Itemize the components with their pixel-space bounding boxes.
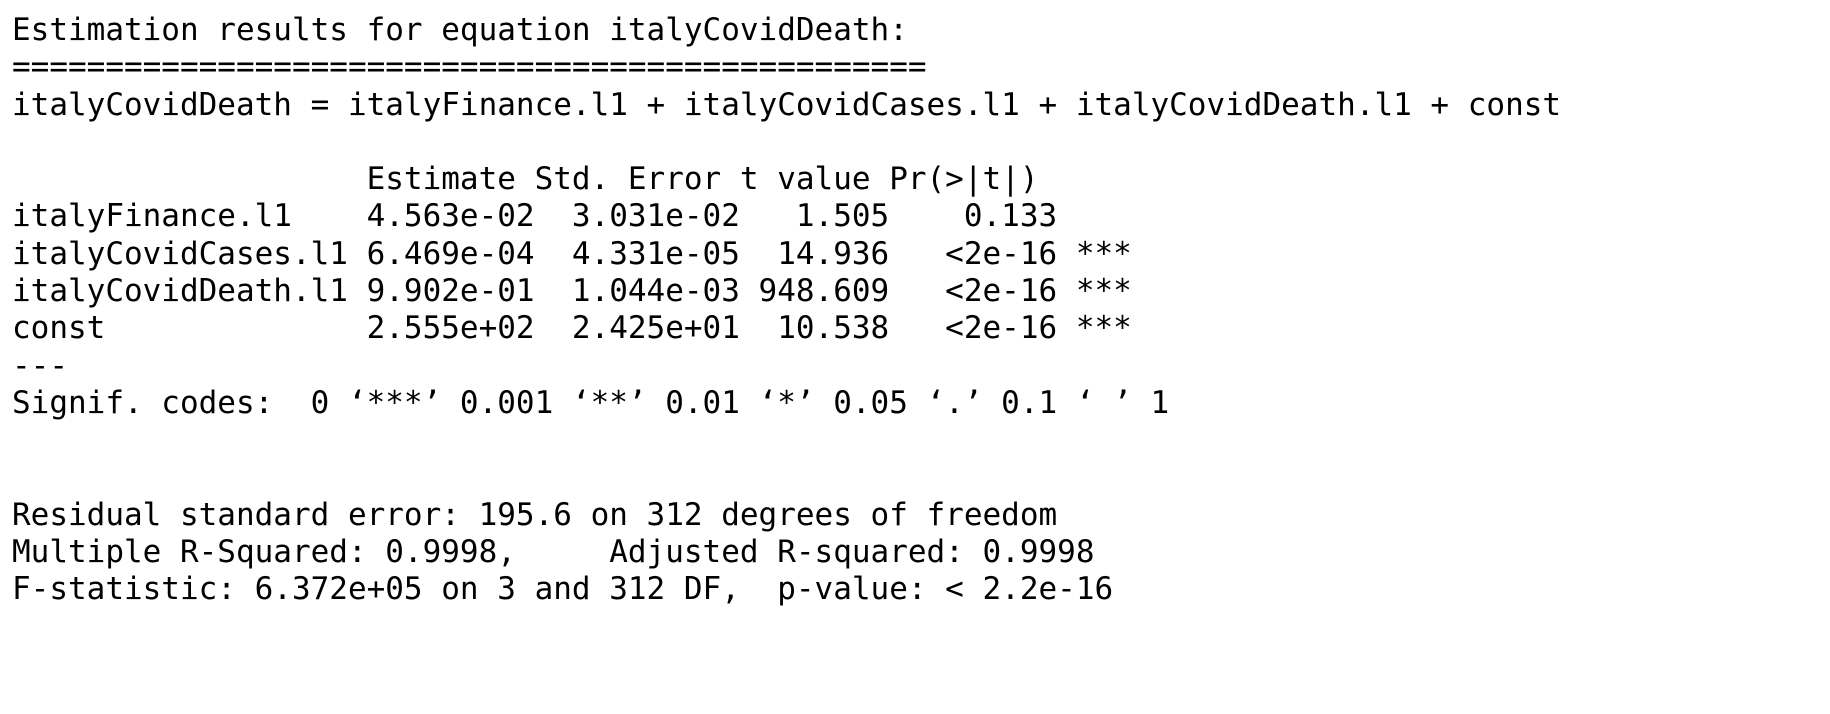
results-title: Estimation results for equation italyCov… (12, 12, 908, 48)
blank-line (12, 124, 1561, 161)
blank-line (12, 422, 1561, 459)
r-squared-line: Multiple R-Squared: 0.9998, Adjusted R-s… (12, 534, 1114, 571)
signif-codes-legend: Signif. codes: 0 ‘***’ 0.001 ‘**’ 0.01 ‘… (12, 384, 1170, 421)
coefficient-row-italycoviddeath: italyCovidDeath.l1 9.902e-01 1.044e-03 9… (12, 273, 1132, 310)
section-separator: --- (12, 347, 68, 384)
console-output: Estimation results for equation italyCov… (12, 12, 1561, 609)
coefficient-row-italycovidcases: italyCovidCases.l1 6.469e-04 4.331e-05 1… (12, 235, 1132, 272)
title-underline: ========================================… (12, 49, 927, 86)
coefficient-table-header: Estimate Std. Error t value Pr(>|t|) (12, 161, 1114, 198)
f-statistic-line: F-statistic: 6.372e+05 on 3 and 312 DF, … (12, 571, 1114, 608)
blank-line (12, 460, 1561, 497)
residual-standard-error: Residual standard error: 195.6 on 312 de… (12, 496, 1058, 533)
model-equation: italyCovidDeath = italyFinance.l1 + ital… (12, 86, 1562, 123)
coefficient-row-italyfinance: italyFinance.l1 4.563e-02 3.031e-02 1.50… (12, 198, 1132, 235)
coefficient-row-const: const 2.555e+02 2.425e+01 10.538 <2e-16 … (12, 310, 1132, 347)
